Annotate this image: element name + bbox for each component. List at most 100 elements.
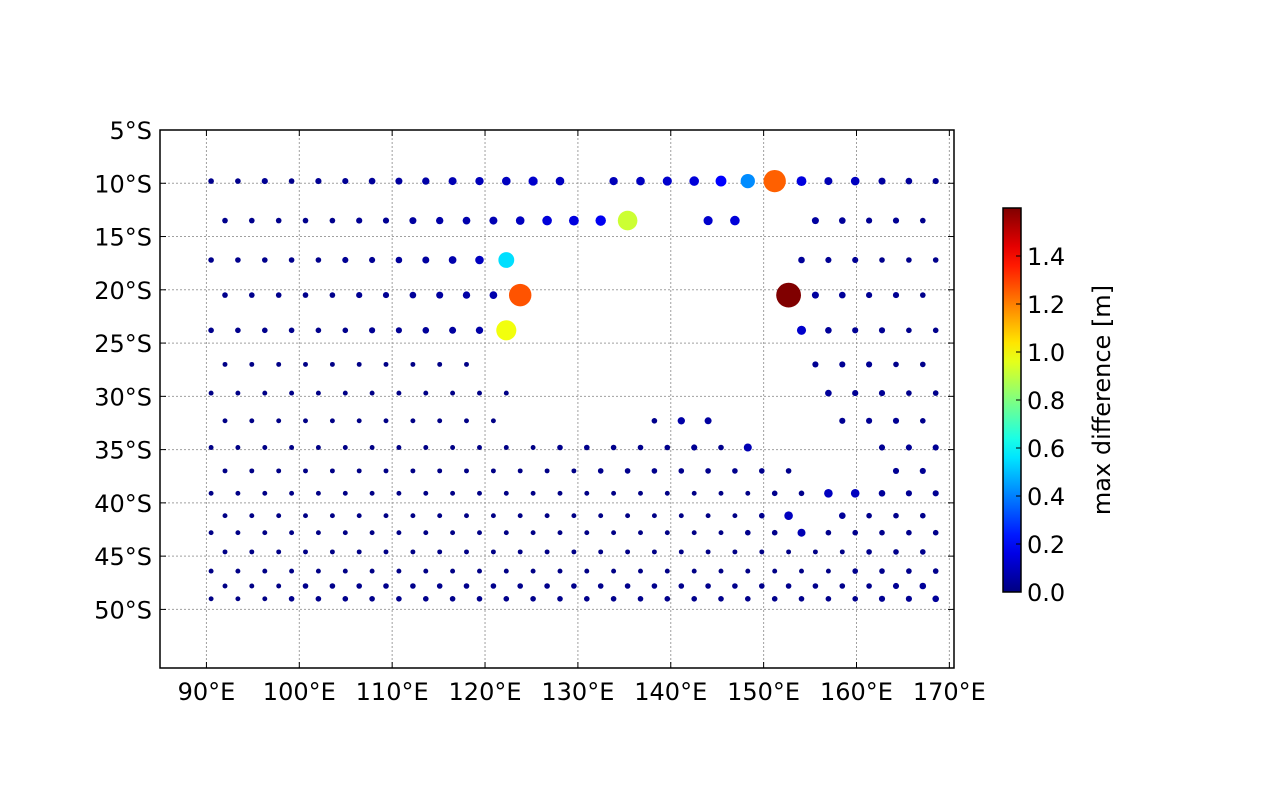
data-point (732, 549, 738, 555)
data-point (437, 361, 443, 367)
data-point (315, 445, 321, 450)
data-point (637, 444, 644, 451)
data-point (691, 444, 698, 451)
data-point (878, 390, 886, 397)
colorbar-tick-label: 1.0 (1027, 339, 1065, 367)
data-point (776, 282, 801, 308)
data-point (383, 583, 389, 589)
data-point (691, 595, 698, 602)
data-point (450, 530, 456, 536)
data-point (464, 549, 469, 555)
data-point (315, 327, 322, 334)
data-point (732, 513, 738, 519)
data-point (369, 490, 375, 496)
data-point (208, 596, 214, 602)
data-point (906, 529, 912, 536)
data-point (583, 444, 590, 451)
data-point (609, 176, 618, 186)
data-point (395, 327, 402, 334)
data-point (557, 530, 563, 536)
data-point (892, 582, 900, 590)
data-point (905, 177, 913, 185)
data-point (705, 468, 711, 474)
data-point (517, 549, 523, 555)
data-point (276, 583, 282, 589)
data-point (302, 583, 309, 589)
data-point (530, 490, 536, 496)
data-point (315, 595, 322, 602)
data-point (745, 568, 751, 574)
data-point (383, 513, 389, 519)
data-point (879, 257, 885, 263)
data-point (235, 530, 241, 536)
data-point (839, 417, 846, 424)
data-point (838, 512, 846, 520)
data-point (342, 327, 349, 334)
data-point (812, 549, 818, 555)
data-point (932, 568, 939, 574)
data-point (477, 530, 482, 536)
data-point (222, 583, 228, 589)
data-point (315, 490, 321, 496)
data-point (235, 568, 241, 574)
data-point (369, 327, 376, 334)
data-point (919, 467, 926, 474)
data-point (503, 595, 510, 602)
data-point (798, 595, 805, 602)
x-tick-label: 150°E (727, 678, 800, 706)
data-point (423, 490, 429, 496)
data-point (208, 390, 214, 396)
data-point (436, 216, 444, 225)
data-point (464, 513, 469, 519)
data-point (315, 178, 322, 185)
data-point (852, 256, 859, 264)
data-point (249, 583, 255, 589)
data-point (906, 568, 912, 574)
data-point (302, 292, 309, 298)
data-point (866, 512, 872, 519)
data-point (342, 445, 348, 450)
data-point (356, 549, 362, 555)
data-point (571, 513, 577, 519)
data-point (718, 530, 724, 536)
data-point (771, 529, 778, 536)
data-point (678, 583, 685, 589)
data-point (342, 490, 348, 496)
data-point (249, 549, 255, 555)
data-point (410, 583, 416, 589)
data-point (462, 216, 471, 225)
data-point (651, 468, 658, 474)
data-point (342, 256, 349, 264)
data-point (369, 445, 375, 450)
data-point (528, 176, 538, 186)
data-point (289, 530, 295, 536)
data-point (892, 292, 900, 299)
data-point (704, 417, 712, 425)
colorbar-tick-label: 0.8 (1027, 387, 1065, 415)
data-point (878, 327, 886, 334)
data-point (611, 530, 617, 536)
data-point (477, 568, 482, 574)
data-point (410, 361, 416, 367)
data-point (410, 513, 416, 519)
data-point (356, 583, 363, 589)
data-point (892, 217, 900, 224)
data-point (919, 582, 927, 590)
data-point (436, 583, 443, 589)
data-point (691, 530, 697, 536)
data-point (503, 490, 509, 496)
data-point (718, 444, 724, 451)
data-point (879, 529, 885, 536)
y-tick-label: 10°S (94, 170, 152, 198)
data-point (276, 468, 282, 474)
data-point (557, 444, 563, 451)
data-point (422, 595, 429, 602)
data-point (342, 568, 348, 574)
data-point (422, 177, 430, 185)
data-point (275, 292, 282, 298)
data-point (919, 217, 926, 224)
data-point (490, 513, 496, 519)
data-point (866, 292, 873, 299)
data-point (222, 549, 228, 555)
data-point (302, 217, 309, 224)
